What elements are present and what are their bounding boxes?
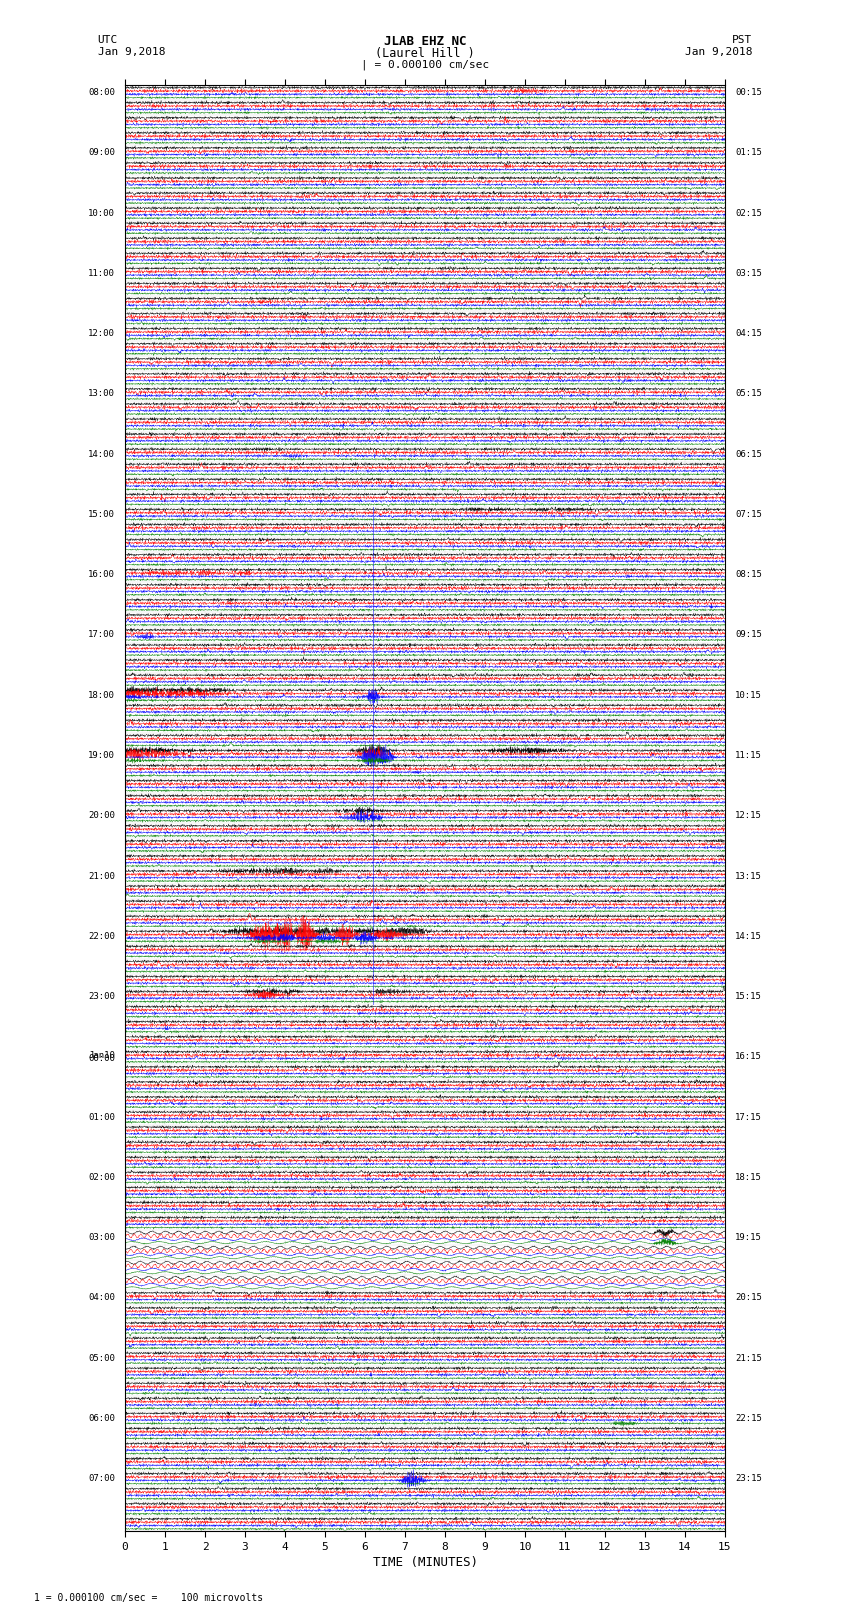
Text: 16:15: 16:15 [735, 1052, 762, 1061]
Text: 00:00: 00:00 [88, 1055, 115, 1063]
Text: 05:00: 05:00 [88, 1353, 115, 1363]
Text: 13:00: 13:00 [88, 389, 115, 398]
Text: 04:15: 04:15 [735, 329, 762, 339]
Text: 19:15: 19:15 [735, 1232, 762, 1242]
Text: 02:15: 02:15 [735, 208, 762, 218]
Text: | = 0.000100 cm/sec: | = 0.000100 cm/sec [361, 60, 489, 71]
Text: 06:15: 06:15 [735, 450, 762, 458]
Text: 22:00: 22:00 [88, 932, 115, 940]
Text: 15:00: 15:00 [88, 510, 115, 519]
Text: 21:15: 21:15 [735, 1353, 762, 1363]
Text: (Laurel Hill ): (Laurel Hill ) [375, 47, 475, 60]
Text: JLAB EHZ NC: JLAB EHZ NC [383, 35, 467, 48]
Text: 23:00: 23:00 [88, 992, 115, 1002]
Text: 20:00: 20:00 [88, 811, 115, 821]
Text: 1 = 0.000100 cm/sec =    100 microvolts: 1 = 0.000100 cm/sec = 100 microvolts [34, 1594, 264, 1603]
Text: PST: PST [732, 35, 752, 45]
Text: 22:15: 22:15 [735, 1415, 762, 1423]
Text: Jan 9,2018: Jan 9,2018 [98, 47, 165, 56]
Text: UTC: UTC [98, 35, 118, 45]
Text: 14:00: 14:00 [88, 450, 115, 458]
Text: 09:15: 09:15 [735, 631, 762, 639]
X-axis label: TIME (MINUTES): TIME (MINUTES) [372, 1557, 478, 1569]
Text: 06:00: 06:00 [88, 1415, 115, 1423]
Text: 07:00: 07:00 [88, 1474, 115, 1482]
Text: 01:00: 01:00 [88, 1113, 115, 1121]
Text: 03:00: 03:00 [88, 1232, 115, 1242]
Text: 17:15: 17:15 [735, 1113, 762, 1121]
Text: 21:00: 21:00 [88, 871, 115, 881]
Text: 10:15: 10:15 [735, 690, 762, 700]
Text: 12:00: 12:00 [88, 329, 115, 339]
Text: 19:00: 19:00 [88, 752, 115, 760]
Text: 14:15: 14:15 [735, 932, 762, 940]
Text: 07:15: 07:15 [735, 510, 762, 519]
Text: 15:15: 15:15 [735, 992, 762, 1002]
Text: 04:00: 04:00 [88, 1294, 115, 1302]
Text: 16:00: 16:00 [88, 571, 115, 579]
Text: 00:15: 00:15 [735, 89, 762, 97]
Text: 09:00: 09:00 [88, 148, 115, 158]
Text: 11:00: 11:00 [88, 269, 115, 277]
Text: 11:15: 11:15 [735, 752, 762, 760]
Text: 23:15: 23:15 [735, 1474, 762, 1482]
Text: 08:00: 08:00 [88, 89, 115, 97]
Text: 17:00: 17:00 [88, 631, 115, 639]
Text: 12:15: 12:15 [735, 811, 762, 821]
Text: 18:00: 18:00 [88, 690, 115, 700]
Text: 08:15: 08:15 [735, 571, 762, 579]
Text: 13:15: 13:15 [735, 871, 762, 881]
Text: 02:00: 02:00 [88, 1173, 115, 1182]
Text: Jan 9,2018: Jan 9,2018 [685, 47, 752, 56]
Text: 10:00: 10:00 [88, 208, 115, 218]
Text: 20:15: 20:15 [735, 1294, 762, 1302]
Text: 18:15: 18:15 [735, 1173, 762, 1182]
Text: 01:15: 01:15 [735, 148, 762, 158]
Text: Jan10: Jan10 [88, 1052, 115, 1060]
Text: 03:15: 03:15 [735, 269, 762, 277]
Text: 05:15: 05:15 [735, 389, 762, 398]
